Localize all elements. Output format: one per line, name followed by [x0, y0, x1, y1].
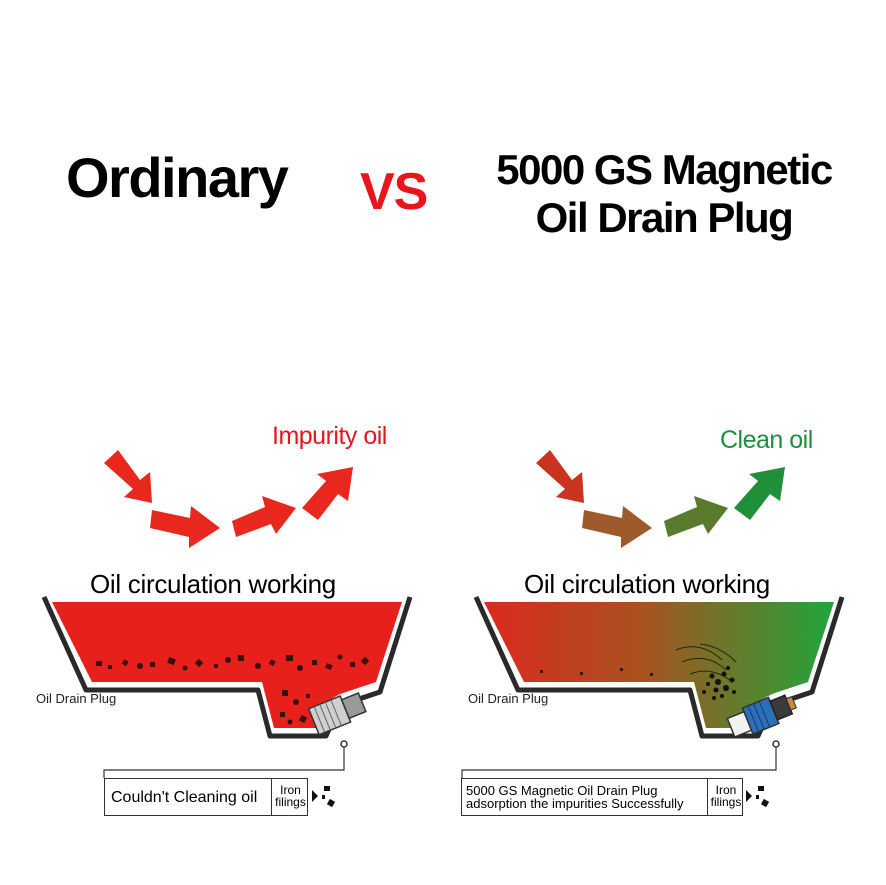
left-filings-line1: Iron [280, 783, 301, 797]
right-arrow-3 [664, 496, 728, 537]
left-pan-outline [41, 595, 413, 739]
magnetic-field-lines [675, 643, 737, 681]
left-oil-fill [52, 602, 402, 728]
right-filings-cell: Iron filings [707, 778, 744, 816]
magnetic-plug-title-line1: 5000 GS Magnetic [496, 146, 833, 193]
right-result-text: 5000 GS Magnetic Oil Drain Plug adsorpti… [466, 784, 684, 810]
right-result-line1: 5000 GS Magnetic Oil Drain Plug [466, 783, 658, 798]
left-arrow-2 [150, 506, 220, 548]
right-debris [540, 668, 653, 676]
left-arrow-1 [104, 450, 152, 503]
left-filings-line2: filings [275, 795, 306, 809]
right-pan-outline [473, 595, 845, 739]
magnetic-plug-title: 5000 GS Magnetic Oil Drain Plug [466, 146, 862, 242]
right-result-line2: adsorption the impurities Successfully [466, 796, 684, 811]
magnetic-plug-title-line2: Oil Drain Plug [535, 194, 794, 241]
left-flow-arrows [104, 450, 353, 548]
right-oil-fill [484, 602, 834, 728]
right-filings-line1: Iron [715, 783, 737, 797]
vs-label: VS [360, 163, 428, 221]
right-arrow-2 [582, 506, 652, 548]
right-arrow-1 [536, 450, 584, 503]
left-filings-cell: Iron filings [271, 778, 309, 816]
right-oil-pan [461, 595, 845, 808]
right-circulation-label: Oil circulation working [524, 569, 770, 599]
right-filings-line2: filings [710, 795, 742, 809]
left-arrow-4 [302, 467, 353, 520]
left-drain-plug [307, 692, 367, 736]
left-plug-label: Oil Drain Plug [36, 691, 117, 706]
left-arrow-3 [232, 496, 296, 537]
left-debris [96, 654, 370, 725]
left-oil-pan [41, 595, 413, 808]
right-flow-arrows [536, 450, 785, 548]
right-result-box: 5000 GS Magnetic Oil Drain Plug adsorpti… [461, 778, 743, 816]
left-result-text: Couldn't Cleaning oil [111, 789, 258, 806]
left-result-box: Couldn't Cleaning oil Iron filings [104, 778, 308, 816]
right-plug-label: Oil Drain Plug [468, 691, 549, 706]
right-magnetic-plug [726, 694, 798, 738]
ordinary-title: Ordinary [66, 146, 289, 209]
attracted-filings [702, 666, 736, 700]
impurity-oil-label: Impurity oil [272, 422, 387, 450]
clean-oil-label: Clean oil [720, 426, 813, 454]
left-circulation-label: Oil circulation working [90, 569, 336, 599]
left-filings-icon [312, 786, 336, 808]
right-arrow-4 [734, 467, 785, 520]
right-filings-icon [746, 786, 770, 808]
